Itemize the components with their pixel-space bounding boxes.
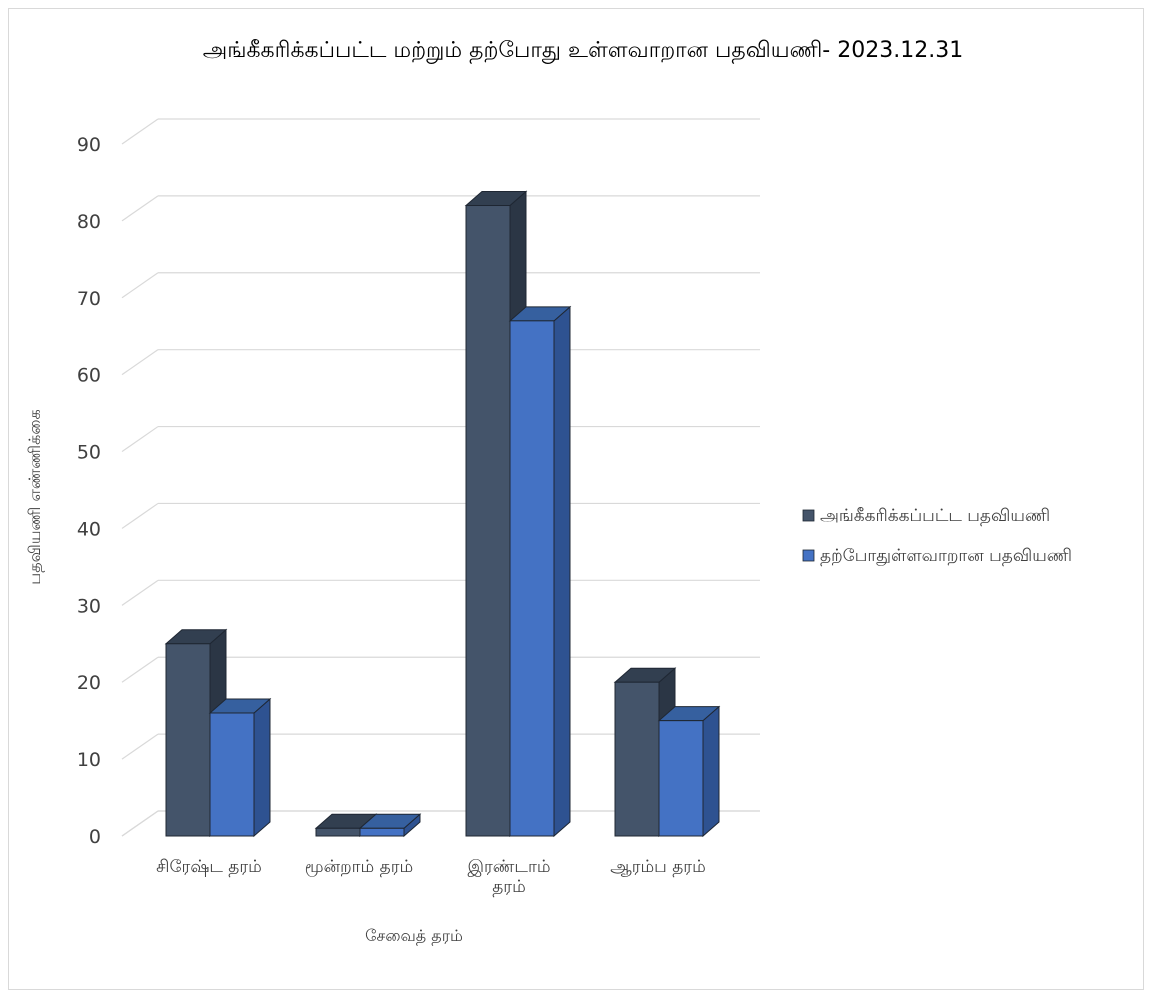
bar	[359, 827, 405, 837]
chart-title: அங்கீகரிக்கப்பட்ட மற்றும் தற்போது உள்ளவா…	[203, 38, 963, 64]
x-category-label: ஆரம்ப தரம்	[610, 857, 706, 877]
bar	[509, 320, 555, 837]
bar-side	[253, 697, 271, 838]
y-axis-ticks: 0 10 20 30 40 50 60 70 80 90	[77, 134, 101, 848]
legend-swatch	[802, 509, 815, 522]
y-tick-label: 80	[77, 211, 101, 233]
x-category-label: சிரேஷ்ட தரம்	[156, 857, 262, 877]
x-axis-categories: சிரேஷ்ட தரம் மூன்றாம் தரம் இரண்டாம்தரம் ஆரம…	[156, 857, 706, 897]
y-tick-label: 60	[77, 365, 101, 387]
y-tick-label: 70	[77, 288, 101, 310]
bar	[165, 643, 211, 837]
bars	[164, 190, 721, 838]
y-tick-label: 0	[89, 826, 101, 848]
bar	[658, 720, 704, 837]
legend: அங்கீகரிக்கப்பட்ட பதவியணி தற்போதுள்ளவாறான…	[802, 506, 1072, 566]
gridline-depth	[121, 733, 159, 760]
bar-side	[553, 305, 571, 838]
x-category-label: இரண்டாம்	[467, 857, 550, 877]
gridline-depth	[121, 272, 159, 299]
gridline-depth	[121, 195, 159, 222]
bar	[465, 205, 511, 837]
x-category-label: தரம்	[492, 877, 526, 897]
bar	[315, 827, 361, 837]
bar	[209, 712, 255, 837]
legend-swatch	[802, 549, 815, 562]
bar-side	[702, 705, 720, 838]
y-tick-label: 10	[77, 749, 101, 771]
gridline-depth	[121, 118, 159, 145]
gridline-depth	[121, 579, 159, 606]
x-axis-label: சேவைத் தரம்	[365, 926, 463, 945]
bar	[614, 681, 660, 837]
gridline-depth	[121, 502, 159, 529]
legend-label: தற்போதுள்ளவாறான பதவியணி	[820, 546, 1072, 566]
y-tick-label: 50	[77, 442, 101, 464]
y-tick-label: 40	[77, 518, 101, 540]
legend-label: அங்கீகரிக்கப்பட்ட பதவியணி	[820, 506, 1050, 526]
x-category-label: மூன்றாம் தரம்	[305, 857, 413, 877]
gridline-depth	[121, 349, 159, 376]
y-tick-label: 90	[77, 134, 101, 156]
y-tick-label: 30	[77, 595, 101, 617]
y-axis-label: பதவியணி எண்ணிக்கை	[25, 409, 44, 584]
gridline-depth	[121, 426, 159, 453]
floor-depth	[121, 810, 159, 837]
y-tick-label: 20	[77, 672, 101, 694]
gridline-depth	[121, 656, 159, 683]
